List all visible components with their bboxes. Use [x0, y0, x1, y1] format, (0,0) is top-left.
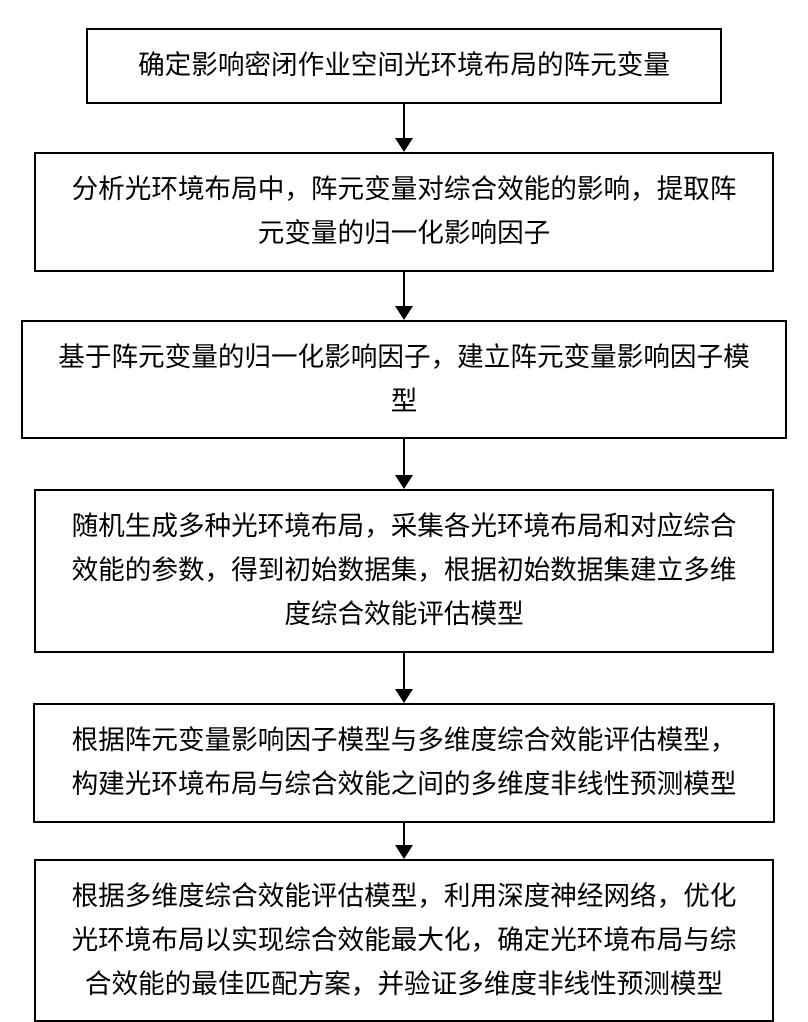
arrow-head-icon	[395, 689, 413, 703]
flow-node-text: 确定影响密闭作业空间光环境布局的阵元变量	[138, 44, 670, 88]
arrow-head-icon	[395, 845, 413, 859]
arrow-head-icon	[395, 138, 413, 152]
arrow-head-icon	[395, 475, 413, 489]
flow-node-n1: 确定影响密闭作业空间光环境布局的阵元变量	[86, 28, 722, 104]
flow-arrow	[395, 439, 413, 489]
flow-arrow	[395, 272, 413, 320]
flow-node-text: 基于阵元变量的归一化影响因子，建立阵元变量影响因子模型	[47, 336, 761, 424]
flow-arrow	[395, 823, 413, 859]
flowchart-canvas: 确定影响密闭作业空间光环境布局的阵元变量分析光环境布局中，阵元变量对综合效能的影…	[0, 0, 808, 1000]
flow-node-text: 分析光环境布局中，阵元变量对综合效能的影响，提取阵元变量的归一化影响因子	[60, 168, 748, 256]
arrow-line	[403, 823, 405, 845]
arrow-line	[403, 439, 405, 475]
flowchart-column: 确定影响密闭作业空间光环境布局的阵元变量分析光环境布局中，阵元变量对综合效能的影…	[0, 0, 808, 1022]
flow-node-n2: 分析光环境布局中，阵元变量对综合效能的影响，提取阵元变量的归一化影响因子	[34, 152, 774, 272]
flow-node-text: 根据多维度综合效能评估模型，利用深度神经网络，优化光环境布局以实现综合效能最大化…	[60, 875, 748, 1007]
arrow-line	[403, 653, 405, 689]
arrow-line	[403, 104, 405, 138]
flow-node-text: 根据阵元变量影响因子模型与多维度综合效能评估模型，构建光环境布局与综合效能之间的…	[59, 719, 749, 807]
arrow-head-icon	[395, 306, 413, 320]
flow-node-text: 随机生成多种光环境布局，采集各光环境布局和对应综合效能的参数，得到初始数据集，根…	[60, 505, 748, 637]
flow-node-n6: 根据多维度综合效能评估模型，利用深度神经网络，优化光环境布局以实现综合效能最大化…	[34, 859, 774, 1022]
flow-arrow	[395, 104, 413, 152]
flow-node-n4: 随机生成多种光环境布局，采集各光环境布局和对应综合效能的参数，得到初始数据集，根…	[34, 489, 774, 653]
flow-arrow	[395, 653, 413, 703]
flow-node-n5: 根据阵元变量影响因子模型与多维度综合效能评估模型，构建光环境布局与综合效能之间的…	[33, 703, 775, 823]
flow-node-n3: 基于阵元变量的归一化影响因子，建立阵元变量影响因子模型	[21, 320, 787, 440]
arrow-line	[403, 272, 405, 306]
